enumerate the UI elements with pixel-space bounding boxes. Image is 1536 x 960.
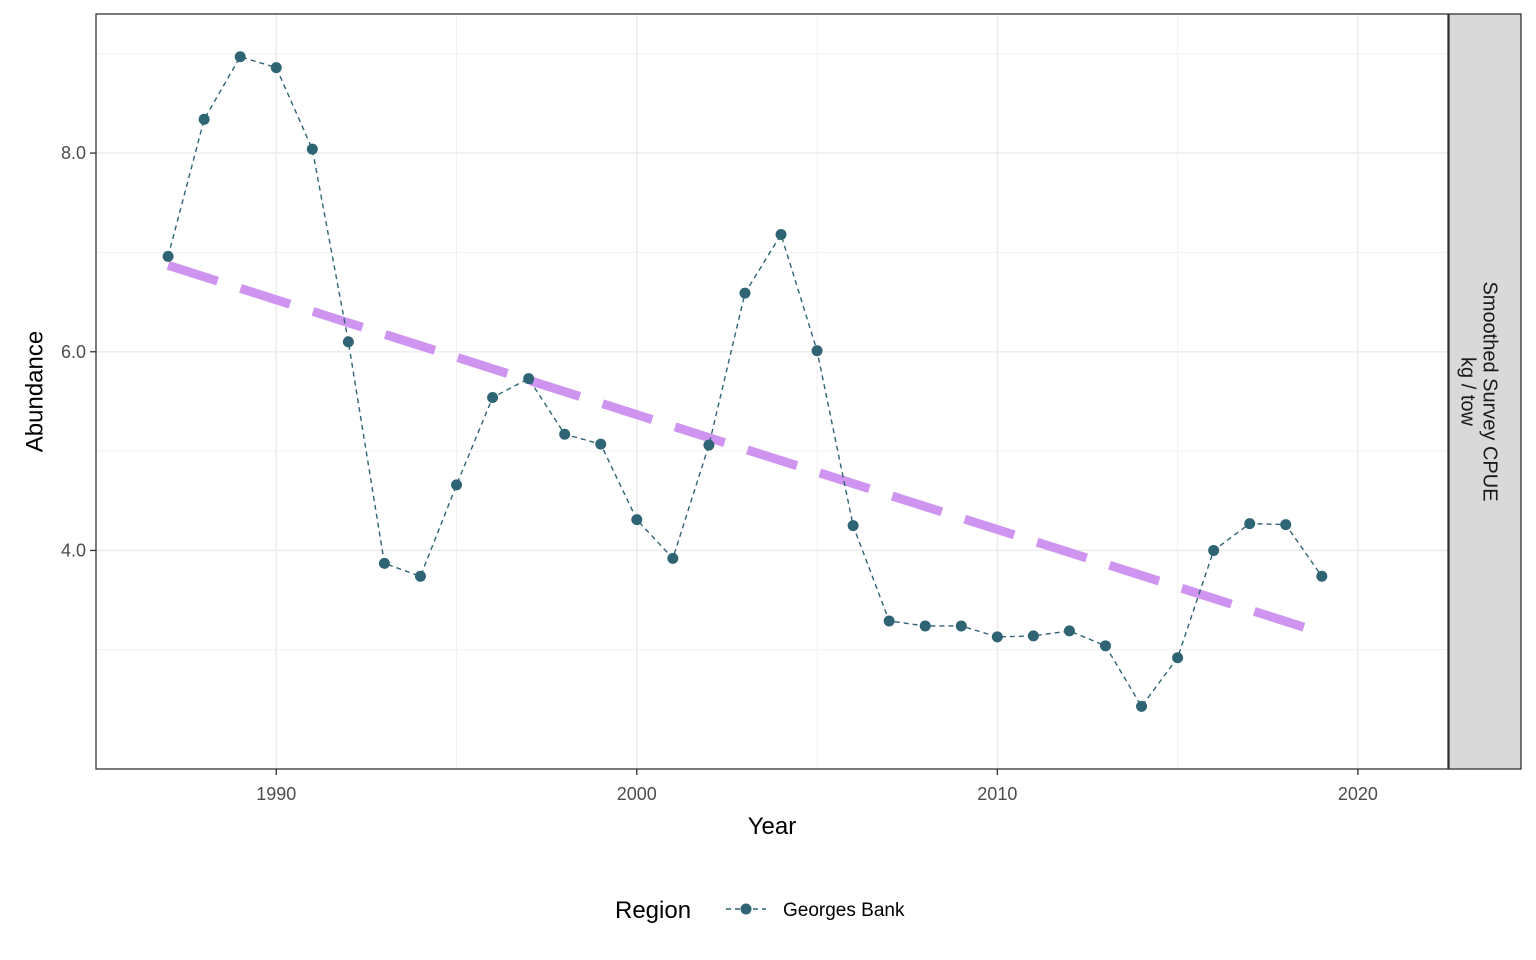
data-point: [1280, 519, 1292, 531]
data-point: [919, 620, 931, 632]
y-tick-label: 8.0: [61, 143, 86, 163]
data-point: [775, 229, 787, 241]
data-point: [342, 336, 354, 348]
x-axis-ticks: 1990 2000 2010 2020: [256, 769, 1378, 804]
data-point: [414, 570, 426, 582]
data-point: [955, 620, 967, 632]
x-tick-label: 2020: [1338, 784, 1378, 804]
data-point: [595, 438, 607, 450]
data-point: [487, 391, 499, 403]
data-point: [883, 615, 895, 627]
data-point: [991, 631, 1003, 643]
trend-line: [166, 261, 1324, 638]
data-point: [1244, 518, 1256, 530]
trend-line-layer: [166, 261, 1324, 638]
y-axis-ticks: 4.0 6.0 8.0: [61, 143, 96, 560]
data-point: [703, 439, 715, 451]
facet-strip-label-line2: kg / tow: [1457, 357, 1479, 426]
minor-gridlines: [95, 14, 1448, 769]
data-point: [631, 514, 643, 526]
data-point: [1063, 625, 1075, 637]
data-point: [306, 143, 318, 155]
y-tick-label: 4.0: [61, 540, 86, 560]
legend-key-point: [740, 903, 752, 915]
x-tick-label: 2000: [617, 784, 657, 804]
data-point: [1099, 640, 1111, 652]
legend-label-georges-bank: Georges Bank: [783, 900, 905, 921]
data-point: [739, 287, 751, 299]
data-point: [523, 373, 535, 385]
data-point: [451, 479, 463, 491]
data-point: [559, 428, 571, 440]
facet-strip: [1448, 13, 1522, 770]
data-point: [667, 552, 679, 564]
x-tick-label: 2010: [977, 784, 1017, 804]
facet-strip-label-line1: Smoothed Survey CPUE: [1479, 281, 1501, 501]
data-point: [1136, 700, 1148, 712]
data-point: [270, 62, 282, 74]
x-axis-title: Year: [748, 813, 797, 840]
x-tick-label: 1990: [256, 784, 296, 804]
data-point: [847, 520, 859, 532]
data-point: [378, 557, 390, 569]
data-point: [198, 113, 210, 125]
legend: Region Georges Bank: [615, 897, 905, 924]
data-point: [234, 51, 246, 63]
data-point: [811, 345, 823, 357]
series-layer: [162, 51, 1328, 712]
y-tick-label: 6.0: [61, 342, 86, 362]
data-point: [1027, 630, 1039, 642]
plot-panel-border: [95, 13, 1449, 770]
legend-title: Region: [615, 897, 691, 924]
series-line-georges-bank: [167, 55, 1323, 708]
y-axis-title: Abundance: [21, 331, 48, 452]
data-point: [162, 250, 174, 262]
data-point: [1316, 570, 1328, 582]
data-point: [1208, 544, 1220, 556]
data-point: [1172, 652, 1184, 664]
major-gridlines: [96, 14, 1448, 769]
